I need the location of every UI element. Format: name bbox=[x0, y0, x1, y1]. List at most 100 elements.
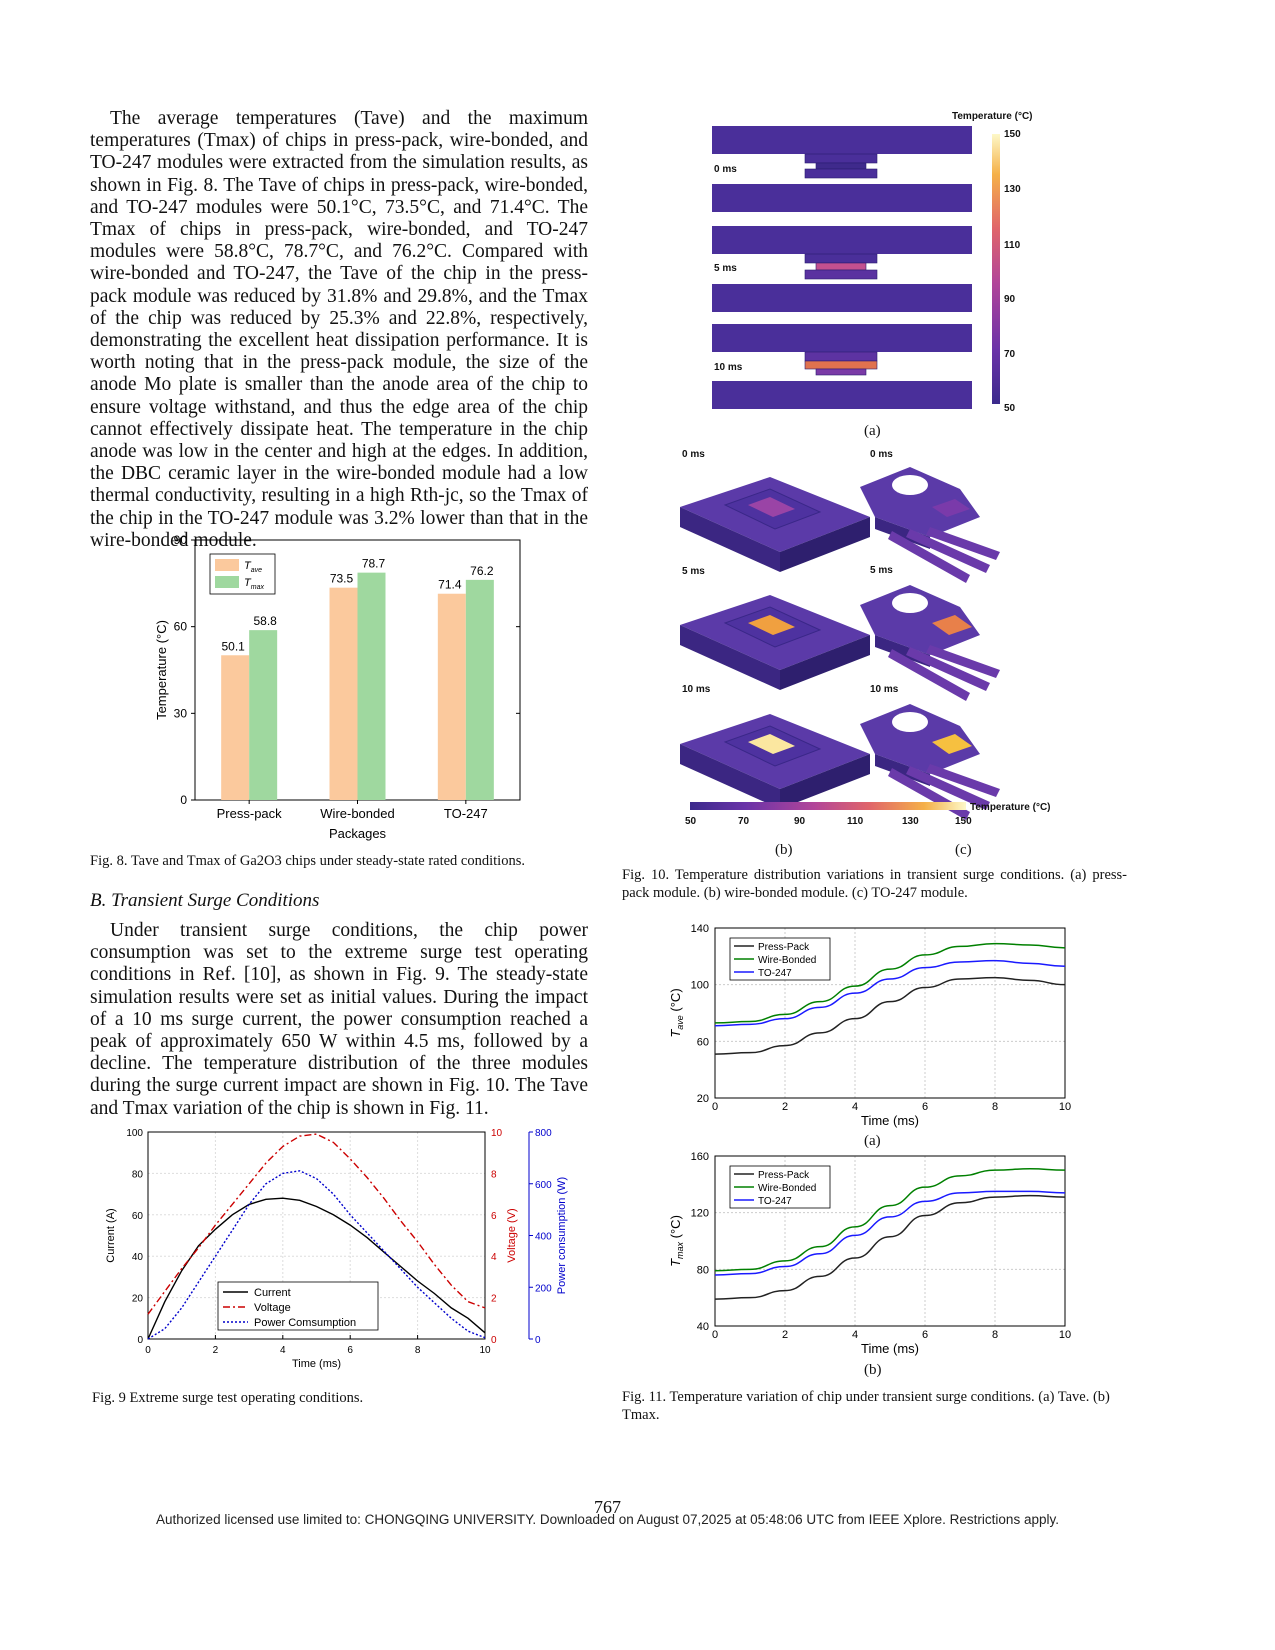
fig9-caption: Fig. 9 Extreme surge test operating cond… bbox=[92, 1390, 364, 1406]
fig11a-plot-frame bbox=[714, 927, 1066, 1099]
fig11a-xtick-label: 4 bbox=[852, 1101, 858, 1113]
svg-text:50: 50 bbox=[1004, 403, 1016, 414]
fig10a-time-10: 10 ms bbox=[714, 362, 743, 373]
fig9-xtick-label: 8 bbox=[415, 1345, 421, 1356]
fig10b-time-5: 5 ms bbox=[682, 566, 705, 577]
section-heading-transient: B. Transient Surge Conditions bbox=[90, 890, 320, 911]
fig11a-ytick-label: 100 bbox=[691, 980, 709, 992]
fig8-xtick-label: TO-247 bbox=[444, 806, 488, 821]
fig8-ylabel: Temperature (°C) bbox=[154, 620, 169, 720]
fig9-series-line bbox=[147, 1170, 486, 1340]
fig11b-label: (b) bbox=[864, 1362, 882, 1378]
fig8-legend-swatch bbox=[215, 576, 239, 588]
page-number: 767 bbox=[594, 1497, 621, 1517]
ieee-license-footer: Authorized licensed use limited to: CHON… bbox=[156, 1512, 1059, 1527]
fig11b-xtick-label: 8 bbox=[992, 1329, 998, 1341]
fig8-ytick-label: 60 bbox=[174, 620, 188, 634]
fig11a-xtick-label: 6 bbox=[922, 1101, 928, 1113]
fig10b-label: (b) bbox=[775, 842, 793, 858]
fig9-power-tick-label: 800 bbox=[535, 1128, 552, 1139]
fig9-xtick-label: 6 bbox=[347, 1345, 353, 1356]
fig8-bar bbox=[329, 587, 358, 800]
fig11a-series-line bbox=[714, 976, 1066, 1055]
fig11b-series-line bbox=[714, 1167, 1066, 1272]
fig9-voltage-tick-label: 0 bbox=[491, 1335, 497, 1346]
fig10-colorbar-title: Temperature (°C) bbox=[970, 802, 1051, 813]
fig9-xlabel: Time (ms) bbox=[292, 1358, 341, 1370]
fig9-left-tick-label: 0 bbox=[137, 1335, 143, 1346]
fig11a-ylabel: Tave (°C) bbox=[668, 988, 685, 1037]
fig8-data-label: 78.7 bbox=[362, 557, 386, 571]
fig11b-xtick-label: 0 bbox=[712, 1329, 718, 1341]
fig10b-time-0: 0 ms bbox=[682, 449, 705, 460]
fig8-bar bbox=[249, 630, 278, 800]
paragraph-steady-state: The average temperatures (Tave) and the … bbox=[90, 108, 588, 551]
fig8-bar bbox=[465, 579, 494, 800]
fig11b-series-line bbox=[714, 1194, 1066, 1300]
fig8-legend-swatch bbox=[215, 559, 239, 571]
fig9-plot-frame bbox=[147, 1131, 486, 1340]
svg-text:90: 90 bbox=[794, 816, 806, 827]
svg-text:90: 90 bbox=[1004, 294, 1016, 305]
fig8-bar bbox=[357, 572, 386, 800]
fig8-xtick-label: Press-pack bbox=[217, 806, 283, 821]
fig8-legend-label: Tave bbox=[244, 560, 262, 574]
fig9-xtick-label: 2 bbox=[213, 1345, 219, 1356]
fig9-power-tick-label: 600 bbox=[535, 1180, 552, 1191]
fig8-bar bbox=[221, 655, 250, 800]
fig9-voltage-axis-label: Voltage (V) bbox=[506, 1208, 518, 1262]
fig9-power-tick-label: 200 bbox=[535, 1283, 552, 1294]
fig8-bar bbox=[437, 593, 466, 800]
fig10a-press-pack-image: 0 ms 5 ms 10 ms Temperature (°C) 150 130… bbox=[712, 111, 1033, 414]
fig11b-series-line bbox=[714, 1190, 1066, 1276]
fig9-left-axis-label: Current (A) bbox=[105, 1208, 117, 1262]
fig11a-xtick-label: 0 bbox=[712, 1101, 718, 1113]
paragraph-transient: Under transient surge conditions, the ch… bbox=[90, 920, 588, 1119]
fig10c-time-5: 5 ms bbox=[870, 565, 893, 576]
fig8-ytick-label: 30 bbox=[174, 706, 188, 720]
fig9-voltage-tick-label: 4 bbox=[491, 1252, 497, 1263]
fig11b-ytick-label: 160 bbox=[691, 1151, 709, 1163]
svg-text:150: 150 bbox=[955, 816, 972, 827]
fig8-data-label: 58.8 bbox=[253, 614, 277, 628]
fig10c-time-0: 0 ms bbox=[870, 449, 893, 460]
fig11a-xtick-label: 8 bbox=[992, 1101, 998, 1113]
fig11b-legend-label: Wire-Bonded bbox=[758, 1183, 816, 1194]
fig9-power-tick-label: 400 bbox=[535, 1232, 552, 1243]
fig9-voltage-tick-label: 8 bbox=[491, 1169, 497, 1180]
fig11a-ytick-label: 60 bbox=[697, 1036, 709, 1048]
fig9-left-tick-label: 80 bbox=[132, 1169, 144, 1180]
svg-text:150: 150 bbox=[1004, 129, 1021, 140]
fig8-xlabel: Packages bbox=[329, 826, 387, 841]
fig11b-xtick-label: 6 bbox=[922, 1329, 928, 1341]
fig10a-colorbar-title: Temperature (°C) bbox=[952, 111, 1033, 122]
fig11b-ytick-label: 120 bbox=[691, 1208, 709, 1220]
fig9-power-axis-label: Power consumption (W) bbox=[556, 1177, 568, 1294]
fig8-ytick-label: 90 bbox=[174, 533, 188, 547]
fig9-left-tick-label: 100 bbox=[126, 1128, 143, 1139]
svg-text:110: 110 bbox=[847, 816, 864, 827]
fig10b-time-10: 10 ms bbox=[682, 684, 711, 695]
fig8-data-label: 71.4 bbox=[438, 578, 462, 592]
fig8-bar-chart: 0 30 60 90 Press-pack 50.1 58.8 Wire-bonded 73.5… bbox=[154, 533, 521, 841]
fig11-caption: Fig. 11. Temperature variation of chip u… bbox=[622, 1389, 1110, 1423]
fig8-data-label: 73.5 bbox=[330, 572, 354, 586]
fig9-legend-label: Current bbox=[254, 1287, 291, 1299]
fig9-legend-label: Voltage bbox=[254, 1302, 291, 1314]
fig9-voltage-tick-label: 6 bbox=[491, 1211, 497, 1222]
svg-text:70: 70 bbox=[738, 816, 750, 827]
fig11a-ytick-label: 20 bbox=[697, 1093, 709, 1105]
svg-text:110: 110 bbox=[1004, 240, 1021, 251]
fig11b-xtick-label: 10 bbox=[1059, 1329, 1071, 1341]
fig9-series-line bbox=[147, 1133, 486, 1315]
fig9-left-tick-label: 20 bbox=[132, 1294, 144, 1305]
fig9-xtick-label: 10 bbox=[479, 1345, 491, 1356]
fig9-power-tick-label: 0 bbox=[535, 1335, 541, 1346]
fig11a-xtick-label: 10 bbox=[1059, 1101, 1071, 1113]
fig9-voltage-tick-label: 2 bbox=[491, 1294, 497, 1305]
fig8-ytick-label: 0 bbox=[180, 793, 187, 807]
fig10a-time-0: 0 ms bbox=[714, 164, 737, 175]
fig10a-label: (a) bbox=[864, 423, 881, 439]
fig10-caption: Fig. 10. Temperature distribution variat… bbox=[622, 867, 1127, 901]
